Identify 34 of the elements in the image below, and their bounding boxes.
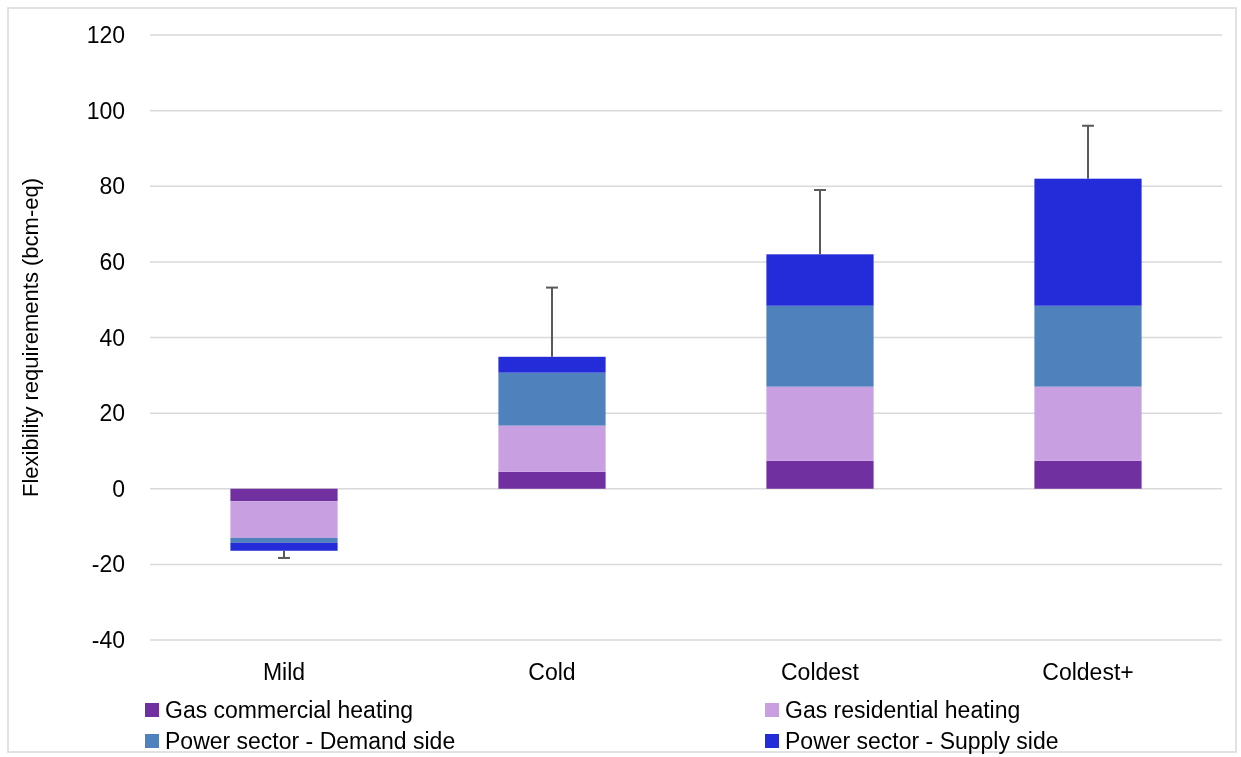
y-tick-label: 40: [99, 324, 125, 351]
bar: [230, 537, 338, 543]
y-tick-label: 80: [99, 173, 125, 200]
bar: [766, 305, 874, 387]
legend-label: Power sector - Demand side: [165, 728, 456, 754]
x-tick-label: Cold: [528, 659, 576, 685]
y-axis-title: Flexibility requirements (bcm-eq): [17, 177, 43, 498]
y-tick-label: 100: [86, 97, 125, 124]
x-tick-label: Coldest+: [1042, 659, 1134, 685]
bar: [1034, 178, 1142, 306]
y-tick-label: 60: [99, 248, 125, 275]
bar: [766, 460, 874, 489]
y-tick-label: -20: [91, 551, 125, 578]
y-tick-label: 0: [112, 475, 125, 502]
legend-label: Gas residential heating: [785, 697, 1021, 723]
x-tick-label: Coldest: [781, 659, 860, 685]
x-tick-label: Mild: [262, 659, 306, 685]
legend-label: Power sector - Supply side: [785, 728, 1059, 754]
bar: [1034, 305, 1142, 387]
y-tick-label: -40: [91, 627, 125, 653]
legend-label: Gas commercial heating: [165, 697, 413, 723]
y-tick-label: 120: [86, 22, 125, 48]
bar: [230, 501, 338, 538]
bar: [498, 471, 606, 489]
y-tick-label: 20: [99, 400, 125, 427]
bar: [1034, 386, 1142, 461]
bar: [498, 372, 606, 426]
bar: [766, 386, 874, 461]
bar: [230, 542, 338, 551]
bar: [498, 356, 606, 373]
bar: [1034, 460, 1142, 489]
bar: [498, 425, 606, 472]
bar: [230, 488, 338, 502]
bar: [766, 254, 874, 306]
